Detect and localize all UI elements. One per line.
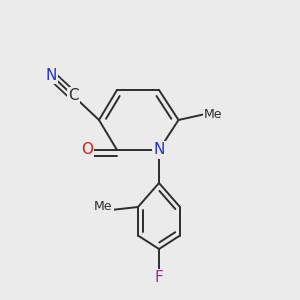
- Text: C: C: [68, 88, 79, 104]
- Text: N: N: [45, 68, 57, 82]
- Text: Me: Me: [94, 200, 113, 214]
- Text: N: N: [153, 142, 165, 158]
- Text: F: F: [154, 270, 164, 285]
- Text: Me: Me: [204, 107, 222, 121]
- Text: O: O: [81, 142, 93, 158]
